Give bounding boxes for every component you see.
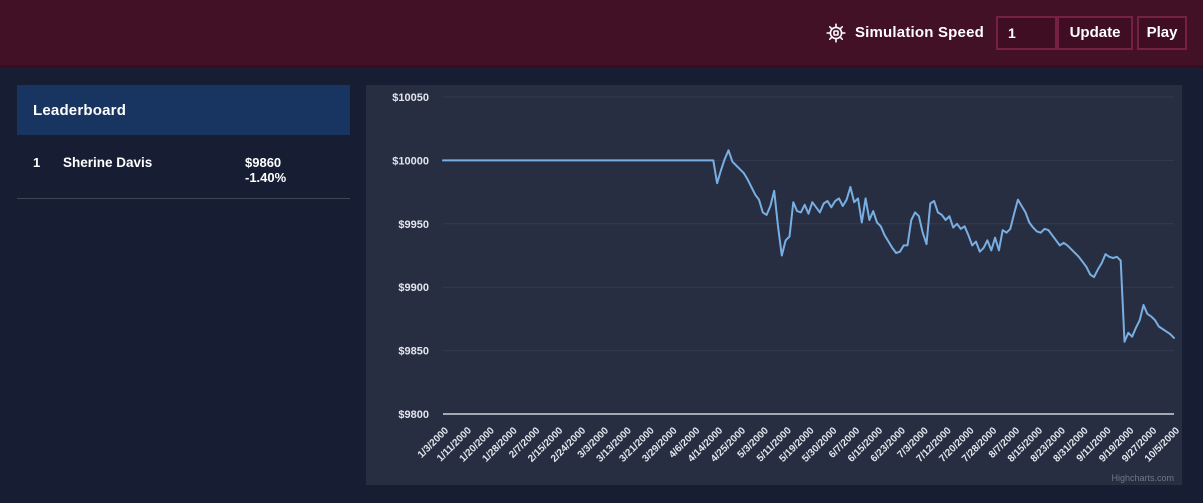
portfolio-series-line <box>442 149 1175 343</box>
y-axis-label: $9800 <box>398 409 429 421</box>
divider <box>17 198 350 199</box>
player-values: $9860 -1.40% <box>245 155 286 185</box>
leaderboard-panel: Leaderboard 1 Sherine Davis $9860 -1.40% <box>17 85 350 199</box>
leaderboard-title: Leaderboard <box>33 101 127 119</box>
portfolio-chart: $9800$9850$9900$9950$10000$100501/3/2000… <box>392 92 1182 483</box>
app-header: Simulation Speed Update Play <box>0 0 1203 68</box>
y-axis-label: $9950 <box>398 219 429 231</box>
update-button[interactable]: Update <box>1057 15 1133 50</box>
player-rank: 1 <box>33 155 41 170</box>
settings-gear-icon[interactable] <box>826 22 846 43</box>
speed-input-group: Update <box>996 15 1133 50</box>
y-axis-label: $10000 <box>392 155 429 167</box>
y-axis-label: $10050 <box>392 92 429 104</box>
simulation-controls: Simulation Speed Update Play <box>826 15 1187 50</box>
player-name: Sherine Davis <box>63 155 153 170</box>
y-axis-label: $9900 <box>398 282 429 294</box>
player-portfolio-value: $9860 <box>245 155 282 170</box>
play-button[interactable]: Play <box>1137 15 1187 50</box>
chart-panel: $9800 $9850 $9900 $9950 $10000 $10050 1/3/2000… <box>366 85 1182 485</box>
simulation-speed-input[interactable] <box>996 15 1057 50</box>
y-axis-label: $9850 <box>398 346 429 358</box>
leaderboard-header: Leaderboard <box>17 85 350 135</box>
highcharts-credits-link[interactable]: Highcharts.com <box>1111 473 1174 483</box>
simulation-speed-label: Simulation Speed <box>854 24 984 41</box>
leaderboard-row[interactable]: 1 Sherine Davis $9860 -1.40% <box>17 150 350 198</box>
player-change-percent: -1.40% <box>245 170 287 185</box>
